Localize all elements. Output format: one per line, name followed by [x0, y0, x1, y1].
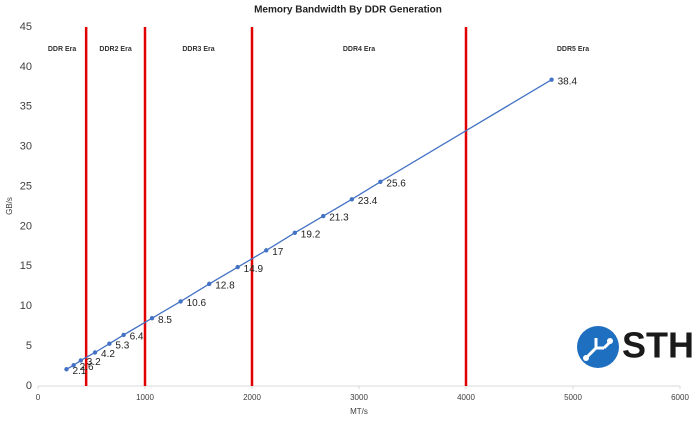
y-tick-label: 25	[20, 180, 32, 192]
data-point	[264, 248, 269, 253]
data-point	[235, 264, 240, 270]
data-point	[71, 363, 76, 368]
y-tick-label: 40	[20, 61, 32, 73]
data-label: 23.4	[358, 196, 378, 207]
logo-text: STH	[622, 325, 694, 366]
y-tick-label: 45	[20, 21, 32, 33]
y-axis-label: GB/s	[5, 197, 14, 215]
logo-node	[607, 338, 613, 344]
era-label: DDR5 Era	[557, 46, 589, 53]
data-label: 25.6	[386, 178, 406, 189]
data-point	[378, 179, 383, 184]
data-point	[78, 358, 84, 363]
data-label: 12.8	[215, 281, 235, 292]
data-point	[292, 230, 297, 236]
x-tick-label: 0	[36, 393, 41, 402]
data-label: 17	[272, 247, 284, 258]
data-point	[178, 299, 183, 304]
data-label: 38.4	[558, 76, 578, 87]
data-point	[321, 213, 326, 219]
data-label: 10.6	[187, 298, 207, 309]
data-label: 5.3	[115, 340, 129, 351]
data-point	[64, 367, 69, 372]
y-tick-label: 30	[20, 141, 32, 153]
x-tick-label: 2000	[243, 393, 261, 402]
x-tick-label: 5000	[564, 393, 582, 402]
era-label: DDR Era	[48, 46, 77, 53]
logo-node	[583, 355, 589, 361]
era-label: DDR2 Era	[99, 46, 131, 53]
data-label: 19.2	[301, 229, 321, 240]
data-label: 8.5	[158, 315, 172, 326]
y-tick-label: 35	[20, 101, 32, 113]
data-label: 21.3	[329, 213, 349, 224]
data-point	[92, 350, 98, 355]
y-tick-label: 20	[20, 220, 32, 232]
x-tick-label: 4000	[457, 393, 475, 402]
chart-title: Memory Bandwidth By DDR Generation	[254, 5, 442, 16]
data-label: 6.4	[130, 332, 144, 343]
data-label: 14.9	[244, 264, 264, 275]
data-label: 3.2	[87, 357, 101, 368]
data-point	[207, 281, 212, 287]
y-tick-label: 0	[26, 380, 32, 392]
data-point	[107, 341, 112, 346]
era-label: DDR3 Era	[182, 46, 214, 53]
x-tick-label: 6000	[671, 393, 689, 402]
data-point	[121, 332, 126, 338]
era-label: DDR4 Era	[343, 46, 375, 53]
x-axis-label: MT/s	[350, 407, 368, 416]
x-tick-label: 3000	[350, 393, 368, 402]
data-point	[349, 197, 355, 202]
y-tick-label: 5	[26, 340, 32, 352]
data-label: 4.2	[101, 349, 115, 360]
y-tick-label: 15	[20, 260, 32, 272]
data-point	[549, 77, 554, 82]
data-label: 2.6	[80, 362, 94, 373]
logo: STH	[577, 325, 694, 368]
data-point	[149, 315, 155, 321]
y-tick-label: 10	[20, 300, 32, 312]
x-tick-label: 1000	[136, 393, 154, 402]
data-label: 2.1	[72, 366, 86, 377]
data-line	[66, 79, 552, 370]
